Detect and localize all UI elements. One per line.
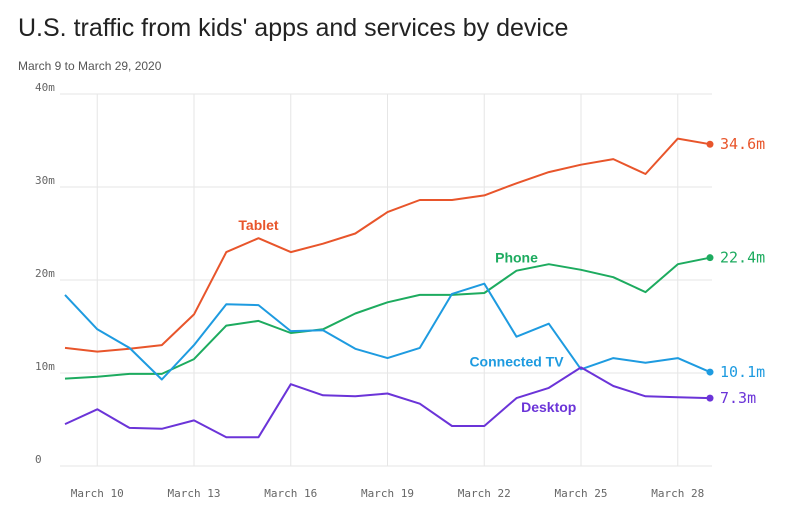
x-tick-label: March 16 [264,487,317,500]
chart-subtitle: March 9 to March 29, 2020 [18,59,162,73]
end-point-phone [706,254,714,262]
end-point-desktop [706,394,714,402]
series-line-connected-tv [64,282,711,381]
end-value-label-connected-tv: 10.1m [720,363,765,381]
x-tick-label: March 19 [361,487,414,500]
grid-layer: 0 10m 20m 30m 40m March 10 March 13 March 16 Mar… [35,81,712,500]
y-tick-label: 0 [35,453,42,466]
x-tick-label: March 22 [458,487,511,500]
y-tick-label: 20m [35,267,55,280]
chart-title: U.S. traffic from kids' apps and service… [18,14,569,42]
series-line-desktop [64,366,711,439]
end-value-label-desktop: 7.3m [720,389,756,407]
series-label-tablet: Tablet [238,217,279,233]
end-point-connected-tv [706,368,714,376]
labels-layer: 34.6m Tablet 22.4m Phone 10.1m Connected TV 7.… [238,135,765,415]
series-label-desktop: Desktop [521,399,576,415]
y-tick-label: 40m [35,81,55,94]
x-tick-label: March 25 [555,487,608,500]
y-tick-label: 30m [35,174,55,187]
x-tick-label: March 28 [651,487,704,500]
end-point-tablet [706,140,714,148]
y-tick-label: 10m [35,360,55,373]
series-label-connected-tv: Connected TV [469,354,564,370]
x-tick-label: March 10 [71,487,124,500]
end-value-label-phone: 22.4m [720,249,765,267]
series-label-phone: Phone [495,250,538,266]
end-value-label-tablet: 34.6m [720,135,765,153]
series-lines-layer [64,137,714,439]
series-line-tablet [64,137,711,353]
x-tick-label: March 13 [168,487,221,500]
